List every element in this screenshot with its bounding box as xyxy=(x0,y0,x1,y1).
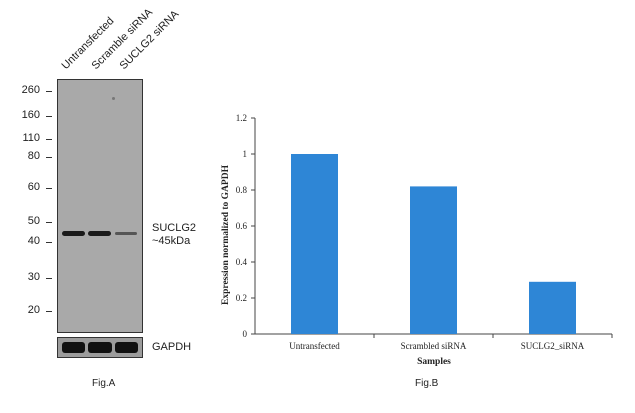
bar xyxy=(529,281,576,334)
band-scramble xyxy=(88,231,111,236)
loading-control-label: GAPDH xyxy=(152,341,192,353)
y-tick-label: 0.8 xyxy=(236,185,248,195)
mw-marker-60: 60 xyxy=(27,181,40,193)
mw-marker-50: 50 xyxy=(27,215,40,227)
y-tick-label: 0.6 xyxy=(236,221,248,231)
blot-speck xyxy=(112,97,115,100)
target-label-name: SUCLG2 xyxy=(152,222,197,234)
x-tick-label: Scrambled siRNA xyxy=(401,341,467,351)
target-label-size: ~45kDa xyxy=(152,235,191,247)
mw-marker-160: 160 xyxy=(21,109,40,121)
mw-marker-260: 260 xyxy=(21,84,40,96)
x-tick-label: Untransfected xyxy=(289,341,340,351)
y-tick-label: 1.2 xyxy=(236,113,247,123)
blot-membrane xyxy=(57,79,143,333)
x-tick-label: SUCLG2_siRNA xyxy=(521,341,585,351)
band-suclg2-knockdown xyxy=(115,232,137,235)
chart-x-axis-label: Samples xyxy=(417,357,451,367)
y-tick-label: 1 xyxy=(243,149,248,159)
band-untransfected xyxy=(62,231,85,236)
mw-marker-110: 110 xyxy=(22,132,40,144)
figure-a-caption: Fig.A xyxy=(92,378,116,389)
gapdh-strip xyxy=(57,337,143,358)
y-tick-label: 0 xyxy=(243,329,248,339)
mw-marker-30: 30 xyxy=(27,271,40,283)
figure-b-caption: Fig.B xyxy=(415,378,439,389)
bar xyxy=(291,154,338,334)
y-tick-label: 0.2 xyxy=(236,293,247,303)
y-tick-label: 0.4 xyxy=(236,257,248,267)
mw-marker-20: 20 xyxy=(27,304,40,316)
bar xyxy=(410,186,457,334)
mw-marker-40: 40 xyxy=(27,235,40,247)
mw-marker-80: 80 xyxy=(27,150,40,162)
chart-y-axis-label: Expression normalized to GAPDH xyxy=(221,164,231,305)
